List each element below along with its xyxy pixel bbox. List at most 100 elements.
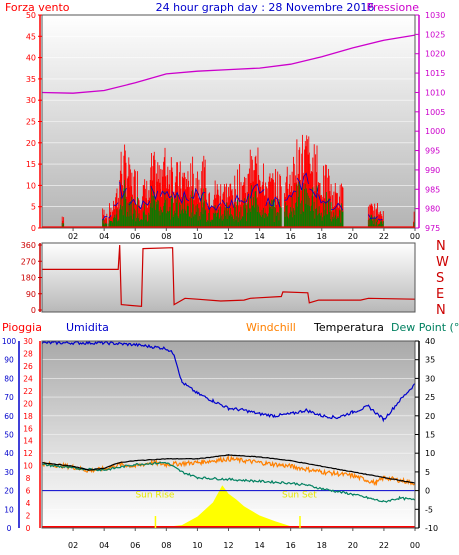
humidity-axis-tick-label: 100 — [2, 337, 17, 346]
direction-panel-background — [42, 243, 415, 312]
pressure-axis-tick-label: 985 — [425, 185, 440, 194]
time-tick-label: 14 — [254, 541, 264, 550]
temperature-axis-tick-label: 5 — [425, 468, 430, 477]
time-tick-label: 08 — [161, 232, 171, 241]
temperature-axis-tick-label: 35 — [425, 356, 435, 365]
wind-average-line — [138, 200, 151, 210]
rain-axis-tick-label: 10 — [23, 462, 33, 471]
dewpoint-legend: Dew Point (°C — [391, 321, 459, 334]
wind-average-line — [172, 190, 190, 205]
pressure-axis-tick-label: 1015 — [425, 69, 445, 78]
time-tick-label: 00 — [410, 232, 420, 241]
wind-average-line — [331, 202, 344, 211]
compass-label-south: S — [436, 271, 444, 286]
wind-axis-tick-label: 35 — [26, 75, 36, 84]
time-tick-label: 06 — [130, 541, 140, 550]
direction-axis-tick-label: 360 — [21, 241, 36, 250]
temperature-axis-tick-label: -10 — [425, 524, 438, 533]
time-tick-label: 04 — [99, 232, 109, 241]
humidity-axis-tick-label: 40 — [4, 449, 14, 458]
compass-label-east: E — [436, 287, 444, 302]
humidity-line — [41, 340, 415, 423]
wind-average-line — [119, 181, 128, 200]
temperature-axis-tick-label: 0 — [425, 487, 430, 496]
wind-average-line — [191, 187, 206, 202]
rain-axis-tick-label: 30 — [23, 337, 33, 346]
solar-radiation-area — [155, 485, 300, 528]
pressure-axis-tick-label: 1010 — [425, 88, 445, 97]
time-tick-label: 12 — [223, 232, 233, 241]
temperature-axis-tick-label: -5 — [425, 505, 433, 514]
wind-average-line — [206, 202, 222, 211]
time-tick-label: 12 — [223, 541, 233, 550]
time-tick-label: 20 — [348, 232, 358, 241]
pressure-axis-tick-label: 990 — [425, 166, 440, 175]
time-tick-label: 02 — [68, 541, 78, 550]
time-tick-label: 16 — [286, 541, 296, 550]
wind-average-line — [377, 218, 383, 221]
wind-average-line — [368, 214, 378, 220]
wind-average-line — [284, 190, 297, 201]
rain-axis-tick-label: 26 — [23, 362, 33, 371]
wind-average-line — [265, 196, 281, 208]
wind-average-line — [309, 185, 319, 199]
time-tick-label: 20 — [348, 541, 358, 550]
rain-axis-tick-label: 18 — [23, 412, 33, 421]
wind-average-line — [113, 202, 119, 206]
wind-average-line — [221, 199, 235, 208]
humidity-axis-tick-label: 80 — [4, 374, 14, 383]
temperature-axis-tick-label: 10 — [425, 449, 435, 458]
pressure-axis-tick-label: 980 — [425, 205, 440, 214]
dewpoint-line — [41, 461, 416, 503]
rain-axis-tick-label: 0 — [26, 524, 31, 533]
wind-axis-tick-label: 40 — [26, 54, 36, 63]
pressure-axis-tick-label: 1030 — [425, 11, 445, 20]
time-tick-label: 06 — [130, 232, 140, 241]
direction-axis-tick-label: 0 — [31, 306, 36, 315]
rain-axis-tick-label: 12 — [23, 449, 33, 458]
wind-average-line — [128, 198, 137, 206]
rain-axis-tick-label: 20 — [23, 399, 33, 408]
wind-axis-title: Forza vento — [5, 1, 70, 14]
direction-axis-tick-label: 180 — [21, 274, 36, 283]
wind-axis-tick-label: 45 — [26, 32, 36, 41]
time-tick-label: 18 — [317, 541, 327, 550]
sunrise-label: Sun Rise — [135, 490, 174, 500]
pressure-axis-tick-label: 1005 — [425, 108, 445, 117]
wind-axis-tick-label: 50 — [26, 11, 36, 20]
pressure-axis-tick-label: 1000 — [425, 127, 445, 136]
time-tick-label: 08 — [161, 541, 171, 550]
humidity-axis-tick-label: 10 — [4, 505, 14, 514]
rain-baseline — [42, 526, 415, 528]
temperature-axis-tick-label: 15 — [425, 431, 435, 440]
time-tick-label: 18 — [317, 232, 327, 241]
humidity-axis-tick-label: 50 — [4, 431, 14, 440]
time-tick-label: 02 — [68, 232, 78, 241]
compass-labels: N W S E N — [436, 239, 449, 318]
wind-average-line — [249, 183, 265, 199]
rain-axis-tick-label: 2 — [26, 512, 31, 521]
rain-axis-tick-label: 8 — [26, 474, 31, 483]
compass-label-west: W — [436, 255, 449, 270]
pressure-axis-tick-label: 1020 — [425, 50, 445, 59]
humidity-axis-tick-label: 70 — [4, 393, 14, 402]
wind-average-line — [150, 185, 159, 201]
humidity-legend: Umidita — [66, 321, 109, 334]
time-tick-label: 22 — [379, 541, 389, 550]
rain-axis-tick-label: 22 — [23, 387, 33, 396]
windchill-legend: Windchill — [246, 321, 296, 334]
humidity-axis-tick-label: 90 — [4, 356, 14, 365]
wind-axis-tick-label: 30 — [26, 96, 36, 105]
wind-axis-tick-label: 20 — [26, 139, 36, 148]
humidity-axis-tick-label: 60 — [4, 412, 14, 421]
wind-axis-tick-label: 10 — [26, 181, 36, 190]
pressure-axis-tick-label: 995 — [425, 147, 440, 156]
humidity-axis-tick-label: 0 — [7, 524, 12, 533]
temperature-legend: Temperatura — [313, 321, 384, 334]
rain-legend: Pioggia — [2, 321, 42, 334]
windchill-line — [41, 455, 416, 486]
rain-axis-tick-label: 6 — [26, 487, 31, 496]
wind-direction-line — [42, 244, 416, 308]
temperature-line — [42, 454, 416, 484]
wind-axis-tick-label: 25 — [26, 118, 36, 127]
